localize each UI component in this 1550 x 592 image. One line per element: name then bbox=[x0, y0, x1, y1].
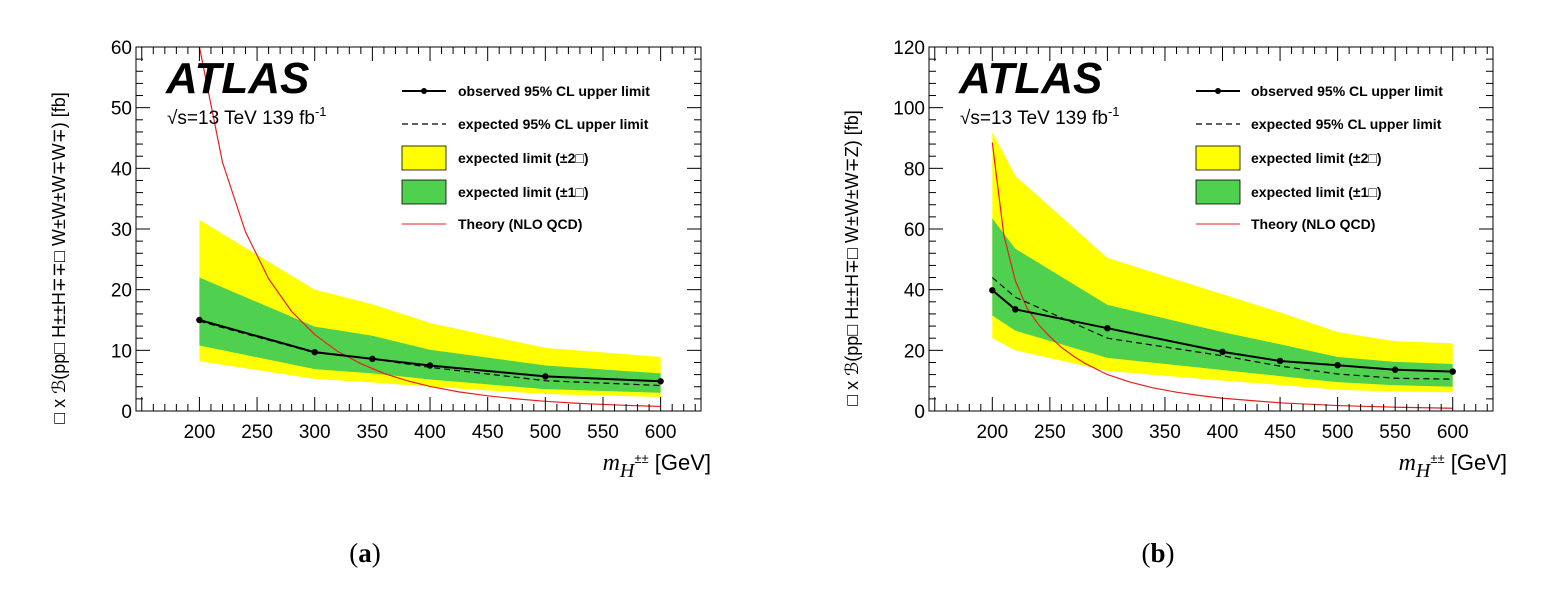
legend-band1-swatch-a bbox=[401, 179, 447, 205]
x-axis-label-a: mH±± [GeV] bbox=[603, 450, 711, 482]
x-tick-label-a: 550 bbox=[587, 422, 619, 443]
x-tick-label-a: 500 bbox=[529, 422, 561, 443]
y-tick-label-b: 100 bbox=[893, 99, 925, 120]
x-tick-label-b: 550 bbox=[1379, 422, 1411, 443]
legend-expected-label-a: expected 95% CL upper limit bbox=[458, 116, 649, 132]
atlas-label-a: ATLAS bbox=[165, 54, 309, 103]
x-tick-label-b: 300 bbox=[1092, 422, 1124, 443]
observed-point-a bbox=[657, 378, 664, 385]
observed-point-a bbox=[426, 362, 434, 369]
lines-a bbox=[196, 47, 664, 408]
theory-curve-a bbox=[198, 47, 661, 408]
observed-point-a bbox=[196, 316, 203, 324]
y-tick-label-b: 0 bbox=[914, 402, 925, 423]
legend-band1-swatch-b bbox=[1195, 179, 1241, 205]
legend-observed-marker-a bbox=[421, 88, 427, 94]
observed-point-b bbox=[1391, 366, 1399, 373]
chart-panel-a: 200 250 300 350 400 450 500 550 600 0 10 20 30 40 50 60… bbox=[49, 38, 711, 568]
x-tick-label-b: 450 bbox=[1264, 422, 1296, 443]
legend-observed-label-a: observed 95% CL upper limit bbox=[458, 83, 650, 99]
observed-point-b bbox=[1449, 368, 1456, 375]
x-tick-label-a: 600 bbox=[645, 422, 677, 443]
observed-point-b bbox=[1219, 348, 1226, 356]
observed-line-b bbox=[991, 289, 1453, 373]
legend-band2-swatch-a bbox=[401, 145, 447, 171]
y-tick-label-b: 60 bbox=[904, 220, 925, 241]
expected-line-b bbox=[991, 277, 1453, 380]
x-tick-label-b: 500 bbox=[1322, 422, 1354, 443]
x-tick-label-b: 600 bbox=[1437, 422, 1469, 443]
legend-band1-label-b: expected limit (±1□) bbox=[1251, 184, 1382, 200]
y-tick-label-a: 40 bbox=[111, 159, 132, 180]
x-tick-label-b: 200 bbox=[976, 422, 1008, 443]
y-axis-label-a: □ x ℬ(pp□ H±±H∓∓□ W±W±W∓W∓) [fb] bbox=[49, 92, 69, 424]
observed-point-a bbox=[369, 355, 376, 363]
legend-theory-label-b: Theory (NLO QCD) bbox=[1251, 216, 1375, 232]
y-tick-label-b: 80 bbox=[904, 159, 925, 180]
legend-theory-label-a: Theory (NLO QCD) bbox=[458, 216, 582, 232]
legend-a: observed 95% CL upper limit expected 95%… bbox=[401, 83, 650, 232]
x-tick-label-b: 350 bbox=[1149, 422, 1181, 443]
y-axis-label-b: □ x ℬ(pp□ H±±H∓□ W±W±W∓Z) [fb] bbox=[842, 110, 862, 405]
y-tick-label-b: 40 bbox=[904, 281, 925, 302]
legend-band1-label-a: expected limit (±1□) bbox=[458, 184, 589, 200]
observed-point-b bbox=[1012, 306, 1019, 313]
y-tick-label-a: 60 bbox=[111, 38, 132, 59]
band1-band-b bbox=[992, 218, 1453, 387]
observed-point-b bbox=[989, 287, 996, 294]
panel-caption-a: (a) bbox=[349, 538, 381, 568]
legend-band2-label-b: expected limit (±2□) bbox=[1251, 150, 1382, 166]
x-tick-label-a: 300 bbox=[299, 422, 331, 443]
legend-band2-label-a: expected limit (±2□) bbox=[458, 150, 589, 166]
observed-point-a bbox=[542, 373, 549, 380]
x-tick-label-b: 250 bbox=[1034, 422, 1066, 443]
band1-band-a bbox=[199, 277, 661, 393]
legend-observed-marker-b bbox=[1215, 88, 1221, 94]
axes-b: 200 250 300 350 400 450 500 550 600 0 20 40 60 80 100 1… bbox=[893, 38, 1494, 443]
y-tick-label-a: 10 bbox=[111, 341, 132, 362]
axes-a: 200 250 300 350 400 450 500 550 600 0 10 20 30 40 50 60 bbox=[111, 38, 702, 443]
observed-point-b bbox=[1334, 361, 1341, 369]
observed-line-a bbox=[199, 319, 661, 383]
x-tick-label-a: 200 bbox=[184, 422, 216, 443]
y-tick-label-b: 20 bbox=[904, 341, 925, 362]
y-tick-label-b: 120 bbox=[893, 38, 925, 59]
legend-band2-swatch-b bbox=[1195, 145, 1241, 171]
panel-caption-b: (b) bbox=[1141, 538, 1174, 568]
energy-label-b: √s=13 TeV 139 fb-1 bbox=[960, 104, 1120, 129]
legend-observed-label-b: observed 95% CL upper limit bbox=[1251, 83, 1443, 99]
x-tick-label-b: 400 bbox=[1207, 422, 1239, 443]
observed-point-a bbox=[311, 348, 318, 356]
legend-expected-label-b: expected 95% CL upper limit bbox=[1251, 116, 1442, 132]
chart-panel-b: 200 250 300 350 400 450 500 550 600 0 20 40 60 80 100 1… bbox=[842, 38, 1507, 568]
y-tick-label-a: 50 bbox=[111, 99, 132, 120]
observed-point-b bbox=[1104, 324, 1111, 332]
legend-b: observed 95% CL upper limit expected 95%… bbox=[1195, 83, 1443, 232]
x-tick-label-a: 350 bbox=[357, 422, 389, 443]
x-tick-label-a: 400 bbox=[414, 422, 446, 443]
x-tick-label-a: 450 bbox=[472, 422, 504, 443]
x-tick-label-a: 250 bbox=[241, 422, 273, 443]
y-tick-label-a: 20 bbox=[111, 281, 132, 302]
x-axis-label-b: mH±± [GeV] bbox=[1399, 450, 1507, 482]
atlas-label-b: ATLAS bbox=[958, 54, 1102, 103]
y-tick-label-a: 0 bbox=[121, 402, 132, 423]
observed-point-b bbox=[1276, 357, 1284, 365]
expected-line-a bbox=[199, 320, 661, 387]
energy-label-a: √s=13 TeV 139 fb-1 bbox=[167, 104, 327, 129]
y-tick-label-a: 30 bbox=[111, 220, 132, 241]
